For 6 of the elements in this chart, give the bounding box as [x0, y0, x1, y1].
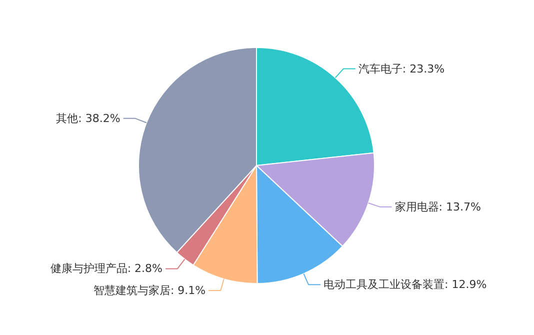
slice-label: 智慧建筑与家居: 9.1%: [93, 284, 206, 297]
slice-label: 家用电器: 13.7%: [394, 200, 481, 214]
slice-label: 健康与护理产品: 2.8%: [50, 262, 162, 276]
slice-label: 其他: 38.2%: [56, 112, 120, 125]
slice-label: 电动工具及工业设备装置: 12.9%: [324, 278, 487, 292]
slice-label: 汽车电子: 23.3%: [358, 62, 445, 76]
